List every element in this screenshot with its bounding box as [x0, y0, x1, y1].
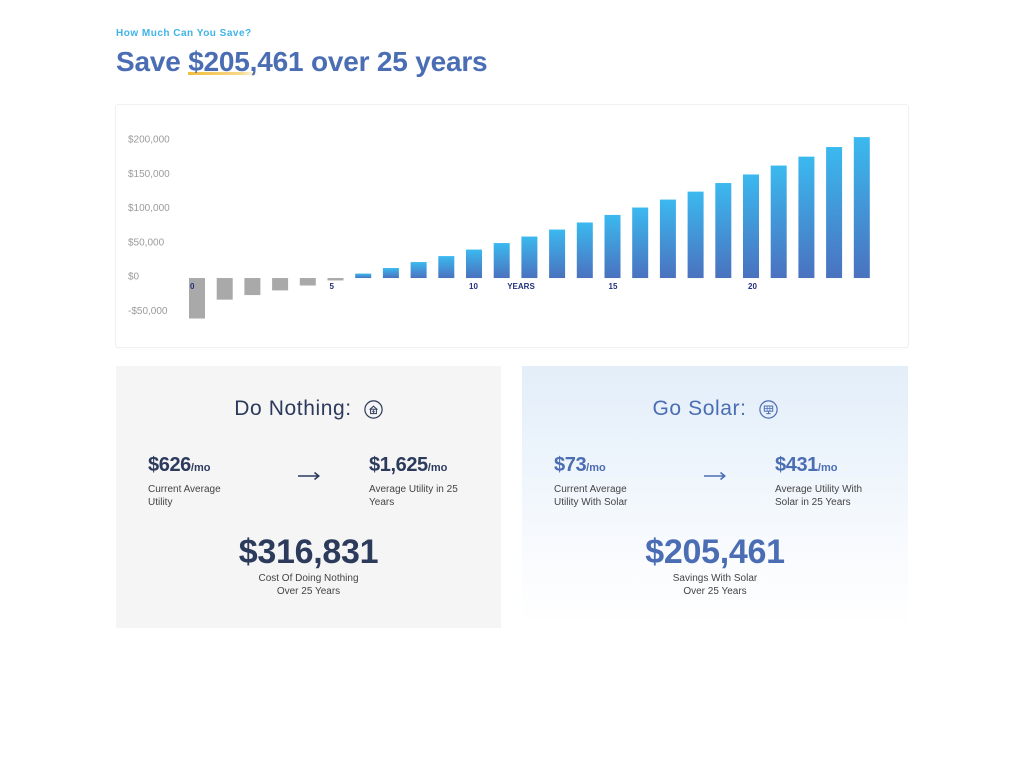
bar-year-20: [743, 174, 759, 279]
solar-current-utility-amount: $73/mo: [554, 453, 627, 480]
bar-year-22: [798, 156, 815, 279]
label-line: Average Utility With: [775, 483, 863, 495]
y-axis: $200,000 $150,000 $100,000 $50,000 $0 -$50,00…: [128, 135, 170, 317]
arrow-right-icon: [704, 471, 726, 481]
solar-future-utility-label: Average Utility With Solar in 25 Years: [775, 483, 862, 509]
title-suffix: over 25 years: [303, 46, 488, 77]
bar-year-9: [438, 256, 455, 279]
title-prefix: Save: [116, 46, 189, 77]
go-solar-header: Go Solar:: [522, 397, 908, 421]
solar-panel-icon: [758, 399, 778, 419]
bar-year-3: [272, 278, 289, 291]
x-tick-label: 10: [469, 282, 478, 291]
bar-year-14: [576, 222, 593, 279]
solar-panel-icon-graphic: [758, 399, 778, 419]
total-cost-label-line: Cost Of Doing Nothing: [258, 573, 359, 584]
x-tick-label: 15: [609, 282, 618, 291]
future-utility-label: Average Utility in 25 Years: [369, 483, 458, 509]
bar-year-13: [549, 229, 566, 279]
label-line: Current Average: [148, 483, 221, 495]
y-tick-label: $200,000: [128, 135, 170, 146]
current-utility-stat: $626/mo Current Average Utility: [148, 453, 221, 509]
future-utility-amount: $1,625/mo: [369, 453, 458, 480]
x-tick-label: 20: [748, 282, 757, 291]
bar-year-18: [687, 191, 704, 279]
eyebrow-heading: How Much Can You Save?: [116, 28, 252, 39]
current-utility-amount: $626/mo: [148, 453, 221, 480]
do-nothing-panel: Do Nothing: $626/mo Current Average Util…: [116, 366, 501, 628]
bar-year-15: [604, 214, 621, 279]
y-tick-label: $50,000: [128, 237, 165, 248]
per-month-unit: /mo: [190, 462, 211, 474]
go-solar-panel: Go Solar: $73/mo Current Average Utility…: [522, 366, 908, 628]
y-tick-label: $0: [128, 272, 140, 283]
do-nothing-title: Do Nothing:: [234, 397, 352, 420]
current-utility-label: Current Average Utility: [148, 483, 221, 509]
amount-value: $431: [775, 454, 818, 476]
bar-year-2: [244, 278, 261, 296]
go-solar-title: Go Solar:: [652, 397, 747, 420]
y-tick-label: -$50,000: [128, 306, 168, 317]
total-cost-amount: $316,831: [238, 533, 379, 571]
y-tick-label: $100,000: [128, 203, 170, 214]
label-line: Average Utility in 25: [369, 483, 458, 495]
total-savings-amount: $205,461: [645, 533, 785, 571]
do-nothing-header: Do Nothing:: [116, 397, 501, 421]
total-savings: $205,461 Savings With Solar Over 25 Year…: [522, 532, 908, 598]
total-savings-label-line: Savings With Solar: [672, 573, 758, 584]
bar-year-6: [355, 273, 372, 279]
bar-year-0: [189, 278, 205, 319]
label-line: Utility With Solar: [554, 496, 628, 508]
x-axis-label: YEARS: [507, 282, 535, 291]
label-line: Current Average: [554, 483, 627, 495]
bar-year-8: [410, 262, 427, 279]
bar-year-24: [853, 137, 870, 279]
total-cost: $316,831 Cost Of Doing Nothing Over 25 Y…: [116, 532, 501, 598]
future-utility-stat: $1,625/mo Average Utility in 25 Years: [369, 453, 458, 509]
bar-year-21: [770, 165, 787, 279]
savings-bar-chart: $200,000 $150,000 $100,000 $50,000 $0 -$50,00…: [128, 135, 870, 319]
x-tick-label: 5: [330, 282, 335, 291]
arrow-graphic: [297, 471, 320, 481]
utility-icon: [364, 399, 383, 419]
bar-year-11: [493, 243, 510, 279]
per-month-unit: /mo: [817, 462, 838, 474]
x-axis: 0 5 10 15 20 YEARS: [190, 282, 757, 291]
amount-value: $73: [554, 454, 587, 476]
title-highlight-amount: $205,461: [188, 46, 304, 77]
x-tick-label: 0: [190, 282, 195, 291]
bar-year-4: [299, 278, 316, 286]
label-line: Solar in 25 Years: [775, 496, 851, 508]
bar-year-7: [382, 268, 399, 279]
arrow-graphic: [704, 471, 726, 481]
bar-year-16: [632, 207, 649, 279]
page-title: Save $205,461 over 25 years: [116, 46, 488, 78]
bar-year-23: [826, 147, 843, 279]
bar-year-17: [659, 199, 676, 279]
solar-current-utility-label: Current Average Utility With Solar: [554, 483, 627, 509]
bar-year-19: [715, 183, 732, 279]
savings-chart-card: $200,000 $150,000 $100,000 $50,000 $0 -$50,00…: [116, 105, 908, 347]
bar-year-5: [327, 278, 344, 281]
bar-year-12: [521, 236, 538, 279]
bar-series: [189, 137, 870, 319]
label-line: Utility: [148, 496, 173, 508]
solar-current-utility-stat: $73/mo Current Average Utility With Sola…: [554, 453, 627, 509]
utility-icon-graphic: [364, 399, 383, 419]
total-cost-label-line: Over 25 Years: [276, 586, 341, 597]
y-tick-label: $150,000: [128, 169, 170, 180]
arrow-right-icon: [297, 471, 320, 481]
label-line: Years: [369, 496, 395, 508]
amount-value: $626: [148, 454, 191, 476]
bar-year-10: [466, 249, 482, 279]
total-savings-label-line: Over 25 Years: [683, 586, 747, 597]
solar-future-utility-stat: $431/mo Average Utility With Solar in 25…: [775, 453, 862, 509]
solar-future-utility-amount: $431/mo: [775, 453, 862, 480]
per-month-unit: /mo: [586, 462, 606, 474]
per-month-unit: /mo: [427, 462, 448, 474]
bar-year-1: [216, 278, 233, 300]
amount-value: $1,625: [369, 454, 428, 476]
